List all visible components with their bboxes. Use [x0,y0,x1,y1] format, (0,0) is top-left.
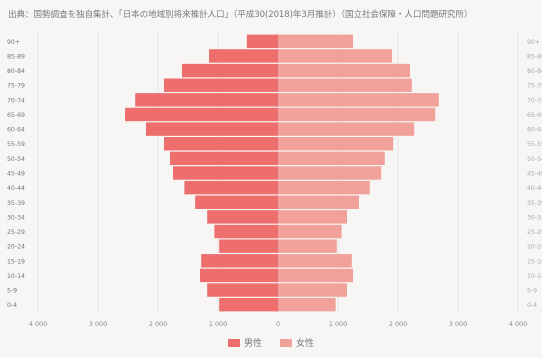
x-tick-label-5: 1 000 [329,320,347,328]
legend-swatch-1 [280,338,292,347]
bar-male-90+ [246,34,278,49]
age-label-35-39: 35-39 [7,200,25,207]
bar-female-0-4 [278,297,336,312]
bar-female-90+ [278,34,353,49]
bar-female-5-9 [278,283,347,297]
bar-female-25-29 [278,224,342,239]
legend-label-1: 女性 [296,339,315,349]
age-label-right-80-84: 80-84 [527,68,542,75]
age-label-right-20-24: 20-24 [527,244,542,251]
age-label-5-9: 5-9 [7,288,17,295]
bar-male-80-84 [182,63,278,78]
age-label-75-79: 75-79 [7,83,25,90]
age-label-50-54: 50-54 [7,156,25,163]
legend-item-0: 男性 [227,336,262,349]
x-tick-label-6: 2 000 [389,320,407,328]
bar-female-65-69 [278,107,436,122]
age-label-10-14: 10-14 [7,273,25,280]
age-label-55-59: 55-59 [7,141,25,148]
age-label-right-75-79: 75-79 [527,83,542,90]
x-tick-label-1: 3 000 [89,320,107,328]
age-label-right-5-9: 5-9 [527,288,537,295]
bar-male-75-79 [164,78,278,92]
age-label-right-0-4: 0-4 [527,302,537,309]
x-tick-label-2: 2 000 [149,320,167,328]
bar-female-85-89 [278,49,392,63]
age-label-40-44: 40-44 [7,185,25,192]
x-tick-label-3: 1 000 [209,320,227,328]
age-label-25-29: 25-29 [7,229,25,236]
bar-male-35-39 [195,195,278,209]
x-tick-label-7: 3 000 [449,320,467,328]
age-label-right-10-14: 10-14 [527,273,542,280]
bar-male-30-34 [207,210,278,224]
bar-male-70-74 [135,93,278,107]
age-label-right-15-19: 15-19 [527,258,542,265]
age-label-right-70-74: 70-74 [527,97,542,104]
bar-female-40-44 [278,180,370,195]
legend-item-1: 女性 [280,336,314,349]
age-label-right-30-34: 30-34 [527,214,542,221]
bar-male-55-59 [164,137,278,151]
bar-female-20-24 [278,239,337,253]
age-label-right-25-29: 25-29 [527,229,542,236]
age-label-85-89: 85-89 [7,53,25,60]
legend-label-0: 男性 [243,339,262,349]
bar-female-80-84 [278,63,410,78]
age-label-90+: 90+ [7,39,20,46]
bar-male-65-69 [125,107,278,122]
bar-male-5-9 [207,283,278,297]
age-label-right-40-44: 40-44 [527,185,542,192]
bar-male-45-49 [173,166,278,180]
bar-male-50-54 [170,151,278,166]
bar-female-50-54 [278,151,385,166]
bar-female-60-64 [278,122,415,136]
age-label-right-90+: 90+ [527,39,540,46]
age-label-right-85-89: 85-89 [527,53,542,60]
bar-female-45-49 [278,166,382,180]
bar-male-60-64 [146,122,278,136]
bar-male-10-14 [200,268,278,283]
bar-female-35-39 [278,195,359,209]
age-label-right-45-49: 45-49 [527,171,542,178]
x-tick-label-8: 4 000 [509,320,527,328]
age-label-right-55-59: 55-59 [527,141,542,148]
x-tick-label-0: 4 000 [29,320,47,328]
x-tick-label-4: 0 [276,320,280,328]
bar-male-40-44 [184,180,278,195]
bar-male-15-19 [201,254,278,268]
age-label-right-50-54: 50-54 [527,156,542,163]
age-label-70-74: 70-74 [7,97,25,104]
bar-male-25-29 [214,224,278,239]
age-label-right-35-39: 35-39 [527,200,542,207]
source-note: 出典：国勢調査を独自集計、「日本の地域別将来推計人口」（平成30(2018)年3… [8,10,473,20]
age-label-60-64: 60-64 [7,127,25,134]
age-label-45-49: 45-49 [7,171,25,178]
age-label-right-65-69: 65-69 [527,112,542,119]
bar-male-20-24 [219,239,278,253]
bar-female-75-79 [278,78,412,92]
age-label-30-34: 30-34 [7,214,25,221]
bar-female-30-34 [278,210,347,224]
legend: 男性 女性 [0,336,542,349]
age-label-right-60-64: 60-64 [527,127,542,134]
age-label-65-69: 65-69 [7,112,25,119]
legend-swatch-0 [227,338,240,347]
bar-male-0-4 [219,297,278,312]
bar-female-10-14 [278,268,353,283]
age-label-15-19: 15-19 [7,258,25,265]
bar-female-55-59 [278,137,394,151]
bar-female-15-19 [278,254,352,268]
bar-female-70-74 [278,93,439,107]
age-label-0-4: 0-4 [7,302,17,309]
age-label-80-84: 80-84 [7,68,25,75]
age-label-20-24: 20-24 [7,244,25,251]
bar-male-85-89 [209,49,278,63]
